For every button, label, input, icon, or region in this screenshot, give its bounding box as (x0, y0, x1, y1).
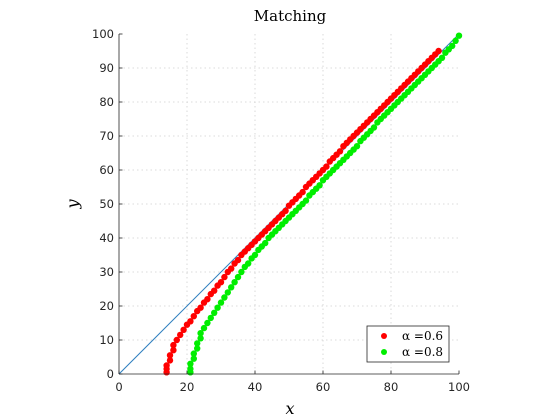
data-point (200, 324, 208, 332)
data-point (197, 304, 204, 311)
data-point (190, 350, 197, 357)
data-point (336, 148, 344, 155)
data-point (262, 239, 269, 247)
legend-label-series-2: α =0.8 (402, 345, 443, 359)
y-tick-label: 0 (107, 367, 114, 381)
data-point (211, 287, 218, 294)
data-point (245, 260, 252, 267)
data-point (228, 265, 235, 272)
y-tick-label: 30 (99, 265, 114, 279)
data-point (353, 143, 361, 150)
y-tick-label: 90 (99, 61, 114, 75)
y-tick-label: 70 (99, 129, 114, 143)
data-point (163, 362, 170, 369)
data-point (204, 319, 211, 327)
data-point (166, 352, 174, 359)
data-point (190, 355, 197, 362)
data-point (221, 273, 228, 281)
x-tick-label: 40 (248, 380, 263, 394)
y-tick-label: 40 (99, 231, 114, 245)
data-point (197, 330, 204, 337)
data-point (231, 279, 238, 286)
x-tick-label: 80 (384, 380, 399, 394)
chart-title: Matching (254, 7, 327, 25)
data-point (214, 304, 221, 311)
x-tick-label: 20 (180, 380, 195, 394)
y-axis-label: y (63, 199, 82, 210)
data-point (234, 256, 242, 264)
data-point (204, 296, 211, 303)
data-point (299, 188, 306, 196)
y-tick-label: 20 (99, 299, 114, 313)
series-1 (163, 47, 442, 376)
data-point (438, 54, 446, 61)
series-2 (187, 32, 463, 376)
y-tick-label: 100 (92, 27, 114, 41)
data-point (166, 357, 174, 364)
y-tick-label: 80 (99, 95, 114, 109)
data-point (217, 279, 225, 286)
y-tick-label: 50 (99, 197, 114, 211)
data-point (316, 182, 323, 189)
x-tick-label: 0 (115, 380, 122, 394)
data-point (197, 335, 204, 342)
data-point (170, 347, 177, 354)
data-point (221, 294, 228, 301)
legend: α =0.6 α =0.8 (366, 325, 450, 363)
data-point (207, 314, 214, 322)
legend-label-series-1: α =0.6 (402, 329, 443, 343)
x-tick-label: 60 (316, 380, 331, 394)
data-point (228, 284, 235, 291)
data-point (177, 331, 184, 339)
data-point (234, 273, 242, 281)
data-point (282, 207, 289, 214)
data-point (187, 365, 194, 373)
data-point (187, 318, 194, 325)
data-point (323, 163, 330, 170)
data-point (211, 309, 218, 316)
data-point (435, 47, 442, 55)
data-point (449, 42, 456, 50)
data-point (194, 345, 201, 352)
data-point (194, 340, 201, 347)
data-point (370, 124, 378, 131)
data-point (302, 197, 310, 204)
x-axis-label: x (285, 399, 294, 418)
data-point (173, 336, 180, 344)
series-group (163, 32, 463, 376)
data-point (187, 360, 194, 367)
x-tick-label: 100 (448, 380, 470, 394)
data-point (180, 326, 187, 333)
data-point (251, 251, 259, 259)
data-point (170, 341, 177, 349)
data-point (190, 313, 197, 320)
data-point (238, 268, 245, 276)
y-tick-label: 10 (99, 333, 114, 347)
y-tick-label: 60 (99, 163, 114, 177)
legend-box (366, 325, 450, 363)
data-point (224, 289, 231, 296)
data-point (455, 32, 463, 39)
axes: 0 20 40 60 80 100 0 10 20 30 40 50 60 70 80 90 100 (92, 27, 470, 394)
legend-marker-series-2 (381, 349, 387, 355)
data-point (452, 37, 459, 44)
legend-marker-series-1 (381, 333, 387, 339)
data-point (217, 299, 225, 306)
